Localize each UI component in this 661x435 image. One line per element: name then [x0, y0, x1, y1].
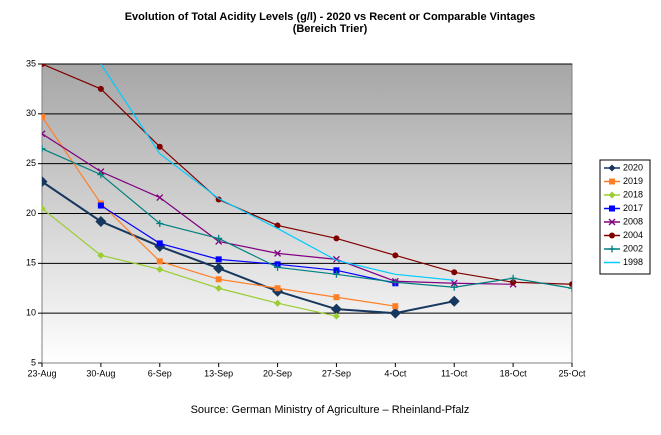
marker: [97, 202, 104, 209]
y-tick-label: 20: [26, 208, 36, 218]
marker: [333, 294, 340, 301]
source: Source: German Ministry of Agriculture –…: [191, 404, 470, 416]
chart-subtitle: (Bereich Trier): [293, 23, 368, 35]
marker: [274, 285, 281, 292]
marker: [509, 274, 517, 282]
marker: [215, 234, 223, 242]
series-line: [100, 64, 455, 281]
marker: [392, 252, 399, 259]
x-tick-label: 27-Sep: [322, 368, 351, 378]
marker: [608, 218, 616, 226]
marker: [97, 171, 105, 179]
marker: [608, 191, 616, 199]
marker: [568, 284, 572, 292]
x-tick-label: 23-Aug: [27, 368, 56, 378]
chart-title: Evolution of Total Acidity Levels (g/l) …: [125, 11, 536, 23]
marker: [392, 303, 399, 310]
marker: [215, 256, 222, 263]
marker: [42, 130, 46, 138]
y-tick-label: 35: [26, 58, 36, 68]
x-tick-label: 4-Oct: [384, 368, 407, 378]
x-tick-label: 13-Sep: [204, 368, 233, 378]
marker: [450, 283, 458, 291]
marker: [608, 164, 616, 172]
marker: [156, 240, 163, 247]
marker: [42, 205, 46, 213]
y-tick-label: 30: [26, 108, 36, 118]
marker: [451, 269, 458, 276]
legend-label: 2002: [623, 243, 643, 253]
legend-label: 2004: [623, 230, 643, 240]
x-tick-label: 25-Oct: [558, 368, 586, 378]
marker: [156, 194, 164, 202]
marker: [42, 64, 45, 67]
series-line: [42, 64, 572, 285]
legend: [599, 159, 651, 275]
x-tick-label: 30-Aug: [86, 368, 115, 378]
legend-label: 1998: [623, 257, 643, 267]
marker: [42, 113, 45, 120]
marker: [42, 145, 46, 153]
plot: [42, 64, 572, 320]
x-tick-label: 6-Sep: [148, 368, 172, 378]
marker: [389, 307, 401, 319]
marker: [156, 219, 164, 227]
y-tick-label: 15: [26, 258, 36, 268]
marker: [156, 143, 163, 150]
legend-label: 2019: [623, 176, 643, 186]
marker: [332, 312, 340, 320]
series-line: [100, 205, 396, 284]
marker: [332, 270, 340, 278]
marker: [156, 265, 164, 273]
marker: [609, 205, 615, 212]
legend-label: 2017: [623, 203, 643, 213]
legend-label: 2008: [623, 216, 643, 226]
marker: [609, 178, 615, 185]
y-tick-label: 25: [26, 158, 36, 168]
series-line: [42, 180, 455, 315]
marker: [97, 85, 104, 92]
marker: [95, 215, 107, 227]
marker: [330, 303, 342, 315]
y-tick-label: 10: [26, 308, 36, 318]
marker: [569, 281, 572, 288]
x-tick-label: 18-Oct: [500, 368, 528, 378]
marker: [448, 295, 460, 307]
marker: [215, 284, 223, 292]
marker: [333, 267, 340, 274]
marker: [97, 251, 105, 259]
marker: [274, 263, 282, 271]
marker: [450, 279, 458, 287]
marker: [156, 258, 163, 265]
marker: [510, 279, 517, 286]
legend-label: 2020: [623, 162, 643, 172]
x-tick-label: 20-Sep: [263, 368, 292, 378]
legend-label: 2018: [623, 189, 643, 199]
marker: [274, 249, 282, 257]
series-line: [42, 148, 572, 289]
series-line: [42, 208, 337, 317]
marker: [274, 222, 281, 229]
marker: [333, 235, 340, 242]
marker: [213, 262, 225, 274]
marker: [274, 299, 282, 307]
marker: [391, 278, 399, 286]
y-tick-label: 5: [31, 357, 36, 367]
marker: [609, 232, 615, 239]
marker: [608, 245, 616, 253]
marker: [42, 176, 48, 188]
x-tick-label: 11-Oct: [441, 368, 468, 378]
marker: [215, 276, 222, 283]
